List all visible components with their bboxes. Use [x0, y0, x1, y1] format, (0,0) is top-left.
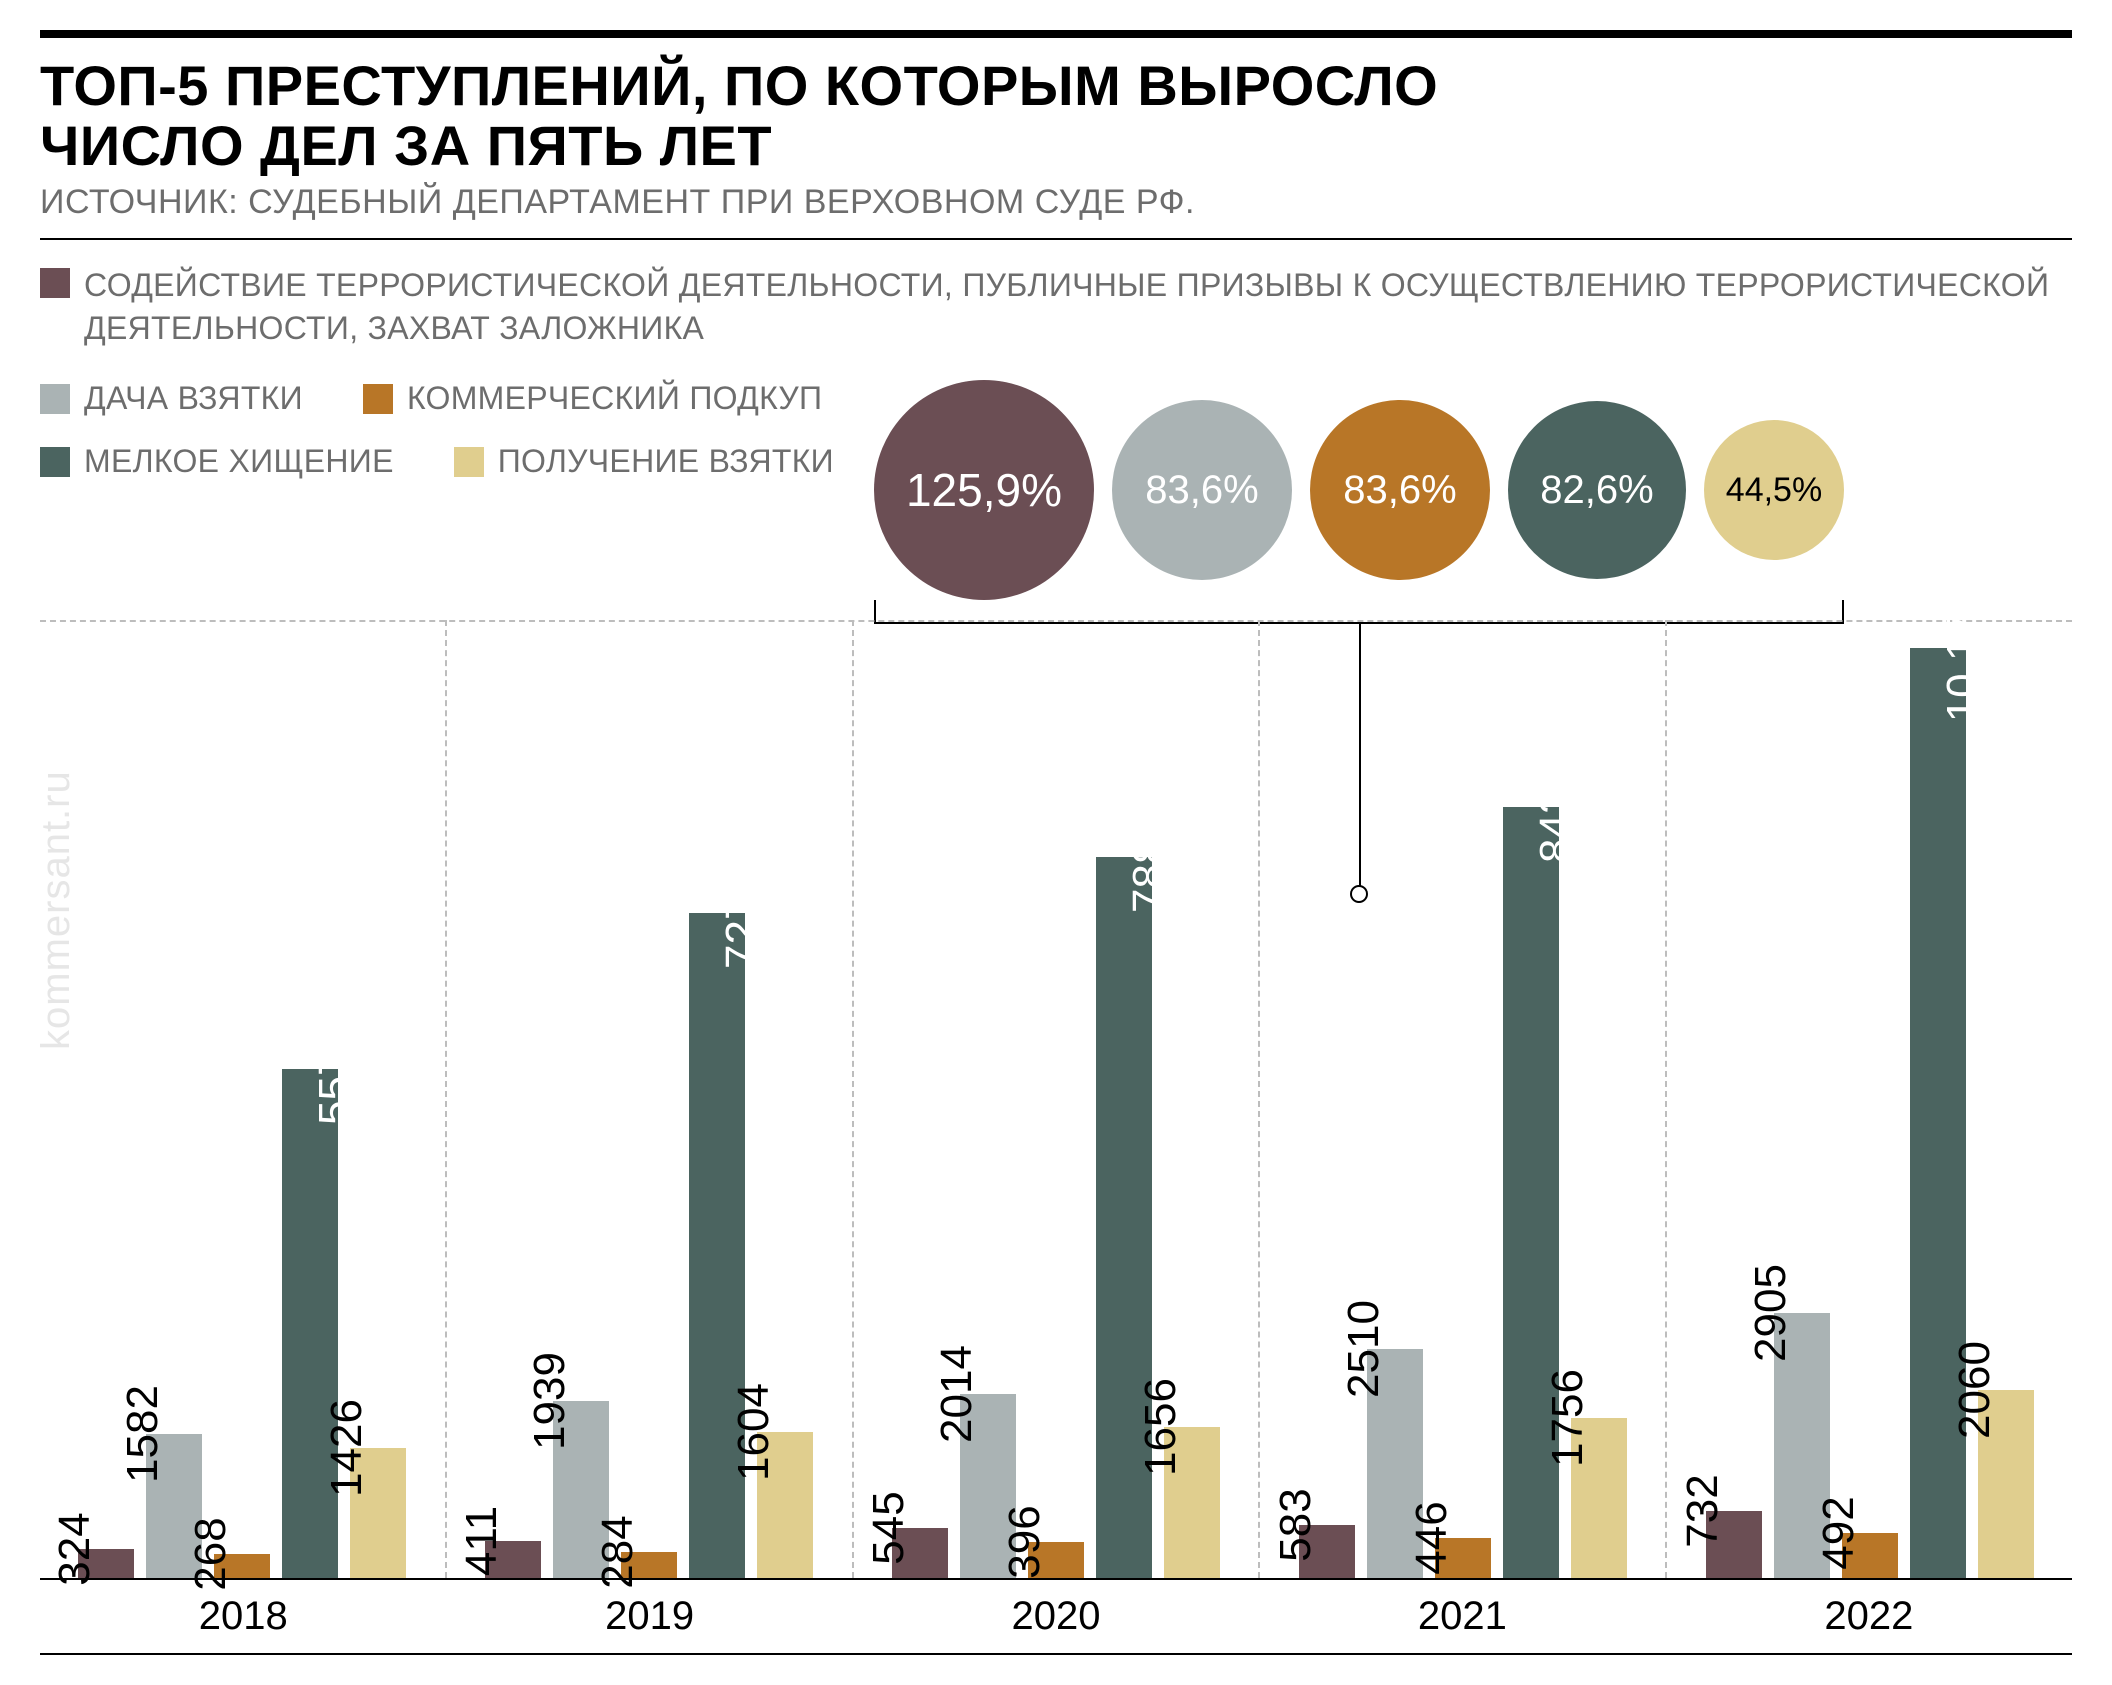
bar-value-label: 7273: [717, 871, 767, 975]
legend-swatch: [40, 384, 70, 414]
source-text: ИСТОЧНИК: СУДЕБНЫЙ ДЕПАРТАМЕНТ ПРИ ВЕРХО…: [40, 183, 2072, 222]
year-group: 324158226855731426: [40, 620, 447, 1578]
bar-value-label: 284: [593, 1516, 649, 1589]
bar-value-label: 1939: [525, 1352, 581, 1450]
growth-bubble: 83,6%: [1112, 400, 1292, 580]
bar: 545: [892, 1528, 948, 1578]
bar-value-label: 1656: [1136, 1378, 1192, 1476]
bar-value-label: 10 179: [1938, 587, 1988, 728]
bar: 1656: [1164, 1427, 1220, 1578]
legend-item: СОДЕЙСТВИЕ ТЕРРОРИСТИЧЕСКОЙ ДЕЯТЕЛЬНОСТИ…: [40, 264, 2072, 350]
bar: 2060: [1978, 1390, 2034, 1578]
growth-bubbles: 125,9%83,6%83,6%82,6%44,5%: [874, 380, 1844, 600]
bar-value-label: 583: [1271, 1488, 1327, 1561]
bar-value-label: 2014: [932, 1345, 988, 1443]
legend-label: СОДЕЙСТВИЕ ТЕРРОРИСТИЧЕСКОЙ ДЕЯТЕЛЬНОСТИ…: [84, 264, 2072, 350]
x-axis-label: 2020: [853, 1580, 1259, 1653]
legend-item: КОММЕРЧЕСКИЙ ПОДКУП: [363, 380, 822, 417]
bar-value-label: 268: [186, 1517, 242, 1590]
bar: 268: [214, 1554, 270, 1579]
bar: 411: [485, 1541, 541, 1579]
growth-bubble: 44,5%: [1704, 420, 1844, 560]
bar: 284: [621, 1552, 677, 1578]
legend-label: ДАЧА ВЗЯТКИ: [84, 380, 303, 417]
year-group: 583 2510 446 8432 1756: [1260, 620, 1667, 1578]
bar-value-label: 1756: [1543, 1369, 1599, 1467]
bar-value-label: 2905: [1746, 1264, 1802, 1362]
bar: 583: [1299, 1525, 1355, 1578]
bar-value-label: 2060: [1950, 1341, 2006, 1439]
bar-value-label: 1604: [729, 1383, 785, 1481]
x-axis-label: 2018: [40, 1580, 446, 1653]
growth-bubble: 83,6%: [1310, 400, 1490, 580]
bar: 1756: [1571, 1418, 1627, 1579]
bar-value-label: 396: [1000, 1505, 1056, 1578]
bar-value-label: 492: [1814, 1497, 1870, 1570]
legend-swatch: [40, 447, 70, 477]
title-line-1: ТОП-5 ПРЕСТУПЛЕНИЙ, ПО КОТОРЫМ ВЫРОСЛО: [40, 56, 2072, 116]
legend-label: МЕЛКОЕ ХИЩЕНИЕ: [84, 443, 394, 480]
legend: СОДЕЙСТВИЕ ТЕРРОРИСТИЧЕСКОЙ ДЕЯТЕЛЬНОСТИ…: [40, 264, 2072, 600]
x-axis-label: 2021: [1259, 1580, 1665, 1653]
legend-item: ДАЧА ВЗЯТКИ: [40, 380, 303, 417]
bar-value-label: 324: [50, 1512, 106, 1585]
chart-title: ТОП-5 ПРЕСТУПЛЕНИЙ, ПО КОТОРЫМ ВЫРОСЛО Ч…: [40, 56, 2072, 177]
legend-swatch: [363, 384, 393, 414]
title-line-2: ЧИСЛО ДЕЛ ЗА ПЯТЬ ЛЕТ: [40, 116, 2072, 176]
year-group: 732290549210 1792060: [1667, 620, 2072, 1578]
bar: 732: [1706, 1511, 1762, 1578]
bar-value-label: 411: [457, 1506, 513, 1576]
bar: 492: [1842, 1533, 1898, 1578]
bar-value-label: 2510: [1339, 1300, 1395, 1398]
bar-value-label: 1426: [322, 1399, 378, 1497]
bar: 396: [1028, 1542, 1084, 1578]
bar-value-label: 732: [1678, 1475, 1734, 1548]
bar: 1604: [757, 1432, 813, 1579]
growth-bubble: 125,9%: [874, 380, 1094, 600]
bar-value-label: 8432: [1531, 765, 1581, 869]
year-group: 545201439678891656: [854, 620, 1261, 1578]
bar: 446: [1435, 1538, 1491, 1579]
year-group: 411193928472731604: [447, 620, 854, 1578]
x-axis-label: 2019: [446, 1580, 852, 1653]
legend-label: ПОЛУЧЕНИЕ ВЗЯТКИ: [498, 443, 834, 480]
bar-value-label: 5573: [310, 1027, 360, 1131]
bar-value-label: 446: [1407, 1501, 1463, 1574]
x-axis-label: 2022: [1666, 1580, 2072, 1653]
top-rule: [40, 30, 2072, 38]
legend-label: КОММЕРЧЕСКИЙ ПОДКУП: [407, 380, 822, 417]
bar-chart: kommersant.ru 32415822685573142641119392…: [40, 620, 2072, 1655]
bar-value-label: 7889: [1124, 815, 1174, 919]
bar: 324: [78, 1549, 134, 1579]
bar: 1426: [350, 1448, 406, 1578]
bar: 5573: [282, 1069, 338, 1579]
mid-rule: [40, 238, 2072, 240]
legend-item: МЕЛКОЕ ХИЩЕНИЕ: [40, 443, 394, 480]
legend-swatch: [454, 447, 484, 477]
bar-value-label: 1582: [118, 1385, 174, 1483]
legend-item: ПОЛУЧЕНИЕ ВЗЯТКИ: [454, 443, 834, 480]
bar-value-label: 545: [864, 1492, 920, 1565]
legend-swatch: [40, 268, 70, 298]
growth-bubble: 82,6%: [1508, 401, 1686, 579]
